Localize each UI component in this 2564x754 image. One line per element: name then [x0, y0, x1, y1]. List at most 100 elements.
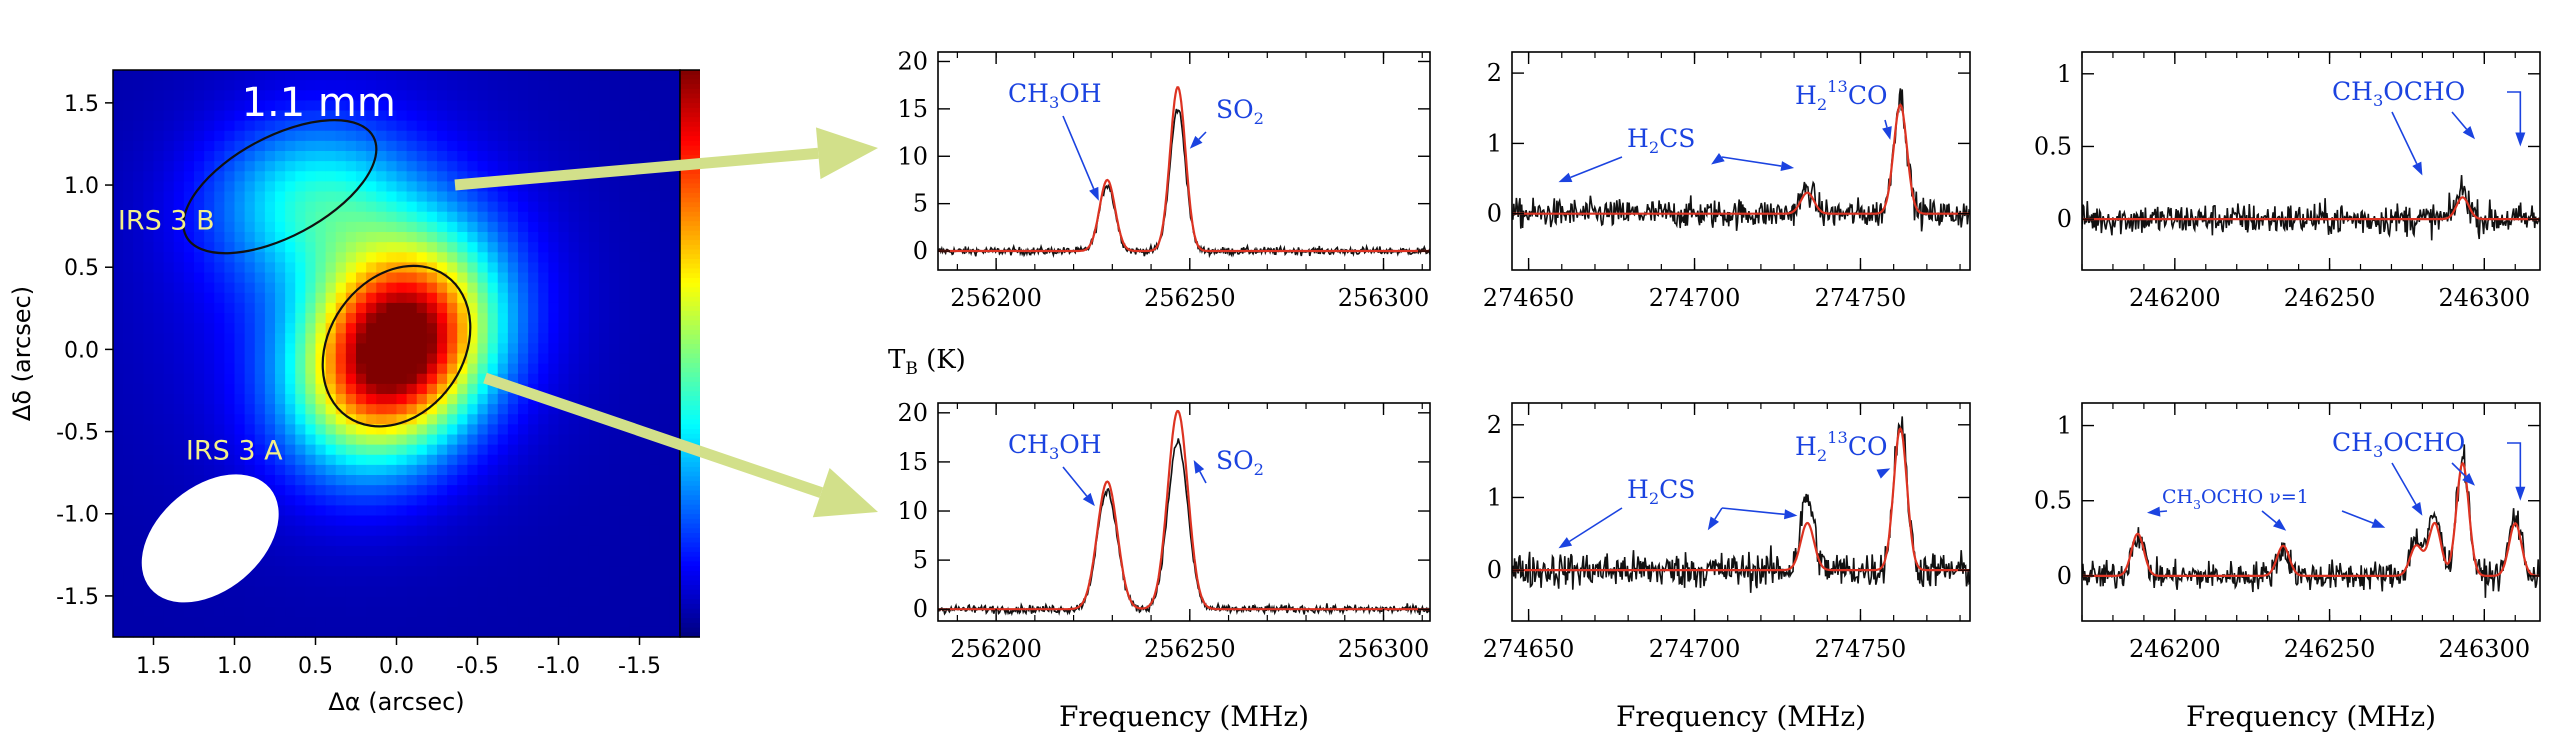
svg-text:CH3OH: CH3OH — [1008, 430, 1102, 463]
spectra-y-label: TB (K) — [888, 345, 966, 379]
aperture-irs3a — [321, 264, 472, 428]
spectrum-panel-irs3b-1: 256200 256250 256300 0 5 10 15 20 CH3OH SO2 — [897, 47, 1431, 312]
y-tick-label: 10 — [897, 142, 928, 170]
svg-text:CH3OH: CH3OH — [1008, 79, 1102, 112]
continuum-map: 1.1 mm IRS 3 B IRS 3 A 1.5 1.0 0.5 0.0 -0.5 -1.0… — [8, 69, 700, 716]
line-label: CH3OCHO — [2332, 77, 2526, 176]
line-label: H2CS — [1558, 475, 1798, 549]
observed-spectrum — [2082, 175, 2540, 241]
svg-text:CH3OCHO: CH3OCHO — [2332, 428, 2465, 461]
y-tick-label: 20 — [897, 47, 928, 75]
map-y-tick-label: 0.0 — [64, 338, 99, 363]
model-spectrum — [2082, 461, 2540, 577]
x-tick-label: 274650 — [1483, 635, 1575, 663]
y-tick-label: 1 — [2057, 60, 2072, 88]
line-label: H2CS — [1558, 124, 1795, 183]
map-x-tick-label: 0.5 — [298, 654, 333, 679]
x-tick-label: 246200 — [2129, 284, 2221, 312]
map-y-tick-label: -0.5 — [56, 421, 99, 446]
y-tick-label: 1 — [1487, 483, 1502, 511]
x-tick-label: 256300 — [1338, 635, 1430, 663]
x-tick-label: 246300 — [2438, 635, 2530, 663]
panel-frame — [2081, 51, 2541, 271]
line-label: CH3OH — [1008, 79, 1102, 201]
line-label: SO2 — [1189, 95, 1264, 149]
spectrum-panel-irs3b-3: 246200 246250 246300 0 0.5 1 CH3OCHO — [2034, 51, 2541, 312]
beam-ellipse — [141, 474, 279, 603]
panel-frame — [937, 51, 1431, 271]
label-irs3b: IRS 3 B — [118, 205, 215, 236]
map-y-tick-label: -1.5 — [56, 585, 99, 610]
x-tick-label: 274650 — [1483, 284, 1575, 312]
line-label: H213CO — [1795, 428, 1891, 479]
panel-frame — [2081, 402, 2541, 622]
x-tick-label: 274750 — [1815, 635, 1907, 663]
x-tick-label: 274750 — [1815, 284, 1907, 312]
x-tick-label: 246250 — [2284, 284, 2376, 312]
model-spectrum — [1512, 426, 1970, 572]
aperture-irs3b — [182, 119, 378, 255]
svg-text:H2CS: H2CS — [1627, 124, 1695, 157]
x-tick-label: 256300 — [1338, 284, 1430, 312]
y-tick-label: 2 — [1487, 59, 1502, 87]
map-x-tick-label: -1.0 — [537, 654, 580, 679]
line-label: CH3OH — [1008, 430, 1102, 507]
svg-text:H213CO: H213CO — [1795, 428, 1887, 465]
y-tick-label: 2 — [1487, 411, 1502, 439]
y-tick-label: 0.5 — [2034, 487, 2072, 515]
y-tick-label: 15 — [897, 448, 928, 476]
map-y-ticks: 1.5 1.0 0.5 0.0 -0.5 -1.0 -1.5 — [56, 92, 113, 610]
y-tick-label: 5 — [913, 546, 928, 574]
svg-text:SO2: SO2 — [1216, 446, 1264, 479]
map-x-tick-label: -0.5 — [456, 654, 499, 679]
arrow-to-irs3a-spectra — [483, 372, 878, 518]
x-tick-label: 246300 — [2438, 284, 2530, 312]
line-label: CH3OCHO ν=1 — [2147, 486, 2386, 531]
y-tick-label: 0 — [913, 237, 928, 265]
spectra-x-label: Frequency (MHz) — [2186, 700, 2436, 733]
y-tick-label: 15 — [897, 95, 928, 123]
model-spectrum — [938, 86, 1430, 253]
svg-text:H213CO: H213CO — [1795, 77, 1887, 114]
panel-frame — [937, 402, 1431, 622]
model-spectrum — [2082, 196, 2540, 221]
model-spectrum — [1512, 103, 1970, 215]
spectrum-panel-irs3a-2: 274650 274700 274750 0 1 2 H2CS H213CO — [1483, 402, 1971, 663]
map-y-tick-label: 1.0 — [64, 174, 99, 199]
panel-frame — [1511, 402, 1971, 622]
map-y-tick-label: 0.5 — [64, 256, 99, 281]
line-label: SO2 — [1193, 446, 1264, 484]
map-x-tick-label: 1.0 — [217, 654, 252, 679]
y-tick-label: 0.5 — [2034, 132, 2072, 160]
map-y-tick-label: -1.0 — [56, 503, 99, 528]
y-tick-label: 20 — [897, 399, 928, 427]
map-x-label: Δα (arcsec) — [328, 688, 464, 716]
y-tick-label: 0 — [1487, 200, 1502, 228]
x-tick-label: 274700 — [1649, 635, 1741, 663]
svg-text:CH3OCHO ν=1: CH3OCHO ν=1 — [2162, 486, 2309, 512]
line-label: CH3OCHO — [2332, 428, 2526, 516]
y-tick-label: 1 — [1487, 129, 1502, 157]
model-spectrum — [938, 409, 1430, 611]
observed-spectrum — [938, 438, 1430, 617]
y-tick-label: 1 — [2057, 412, 2072, 440]
spectrum-panel-irs3b-2: 274650 274700 274750 0 1 2 H2CS H213CO — [1483, 51, 1971, 312]
line-label: H213CO — [1795, 77, 1892, 140]
map-title: 1.1 mm — [242, 80, 396, 126]
spectrum-panel-irs3a-1: 256200 256250 256300 0 5 10 15 20 CH3OH SO2 — [897, 399, 1431, 663]
label-irs3a: IRS 3 A — [186, 436, 283, 467]
x-tick-label: 246200 — [2129, 635, 2221, 663]
map-y-tick-label: 1.5 — [64, 92, 99, 117]
x-tick-label: 274700 — [1649, 284, 1741, 312]
y-tick-label: 5 — [913, 190, 928, 218]
map-x-tick-label: -1.5 — [618, 654, 661, 679]
intensity-grid — [113, 70, 681, 638]
svg-text:H2CS: H2CS — [1627, 475, 1695, 508]
panel-frame — [1511, 51, 1971, 271]
x-tick-label: 246250 — [2284, 635, 2376, 663]
svg-text:SO2: SO2 — [1216, 95, 1264, 128]
spectrum-panel-irs3a-3: 246200 246250 246300 0 0.5 1 CH3OCHO CH3OCHO ν=… — [2034, 402, 2541, 663]
x-tick-label: 256200 — [950, 635, 1042, 663]
